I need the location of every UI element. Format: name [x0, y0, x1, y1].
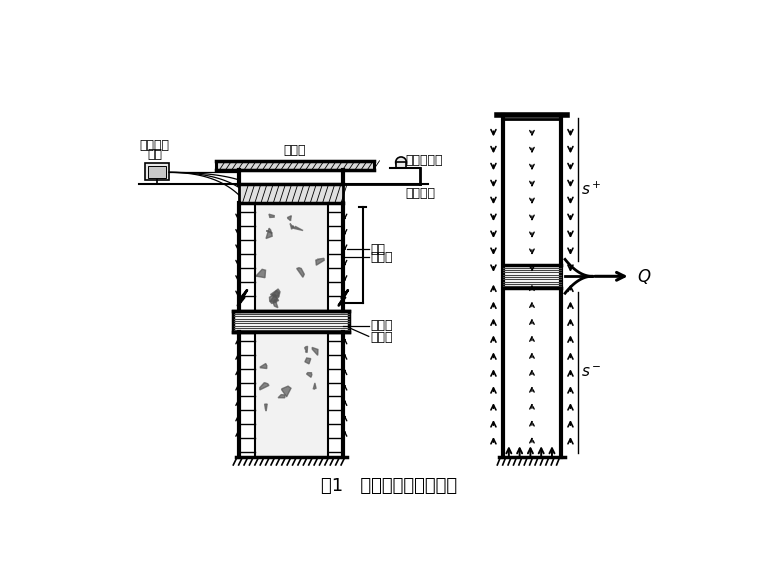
Bar — [239, 184, 344, 203]
Text: 位移传感器: 位移传感器 — [405, 154, 442, 168]
Polygon shape — [296, 268, 304, 277]
Circle shape — [396, 157, 407, 168]
Bar — [144, 163, 169, 180]
Polygon shape — [290, 223, 293, 229]
Polygon shape — [266, 228, 272, 238]
Bar — [147, 166, 166, 178]
Bar — [502, 264, 561, 288]
Polygon shape — [271, 289, 280, 296]
Text: $s^+$: $s^+$ — [581, 181, 602, 198]
Polygon shape — [305, 347, 308, 352]
Polygon shape — [266, 231, 272, 233]
Text: 保护管: 保护管 — [370, 319, 393, 332]
Bar — [255, 332, 328, 457]
Text: 油管: 油管 — [370, 243, 385, 256]
Bar — [255, 203, 328, 311]
Bar — [217, 161, 374, 170]
Polygon shape — [260, 383, 269, 390]
Polygon shape — [306, 373, 312, 377]
Polygon shape — [264, 404, 268, 411]
Bar — [233, 311, 350, 332]
Polygon shape — [282, 386, 291, 397]
Polygon shape — [269, 214, 274, 218]
Polygon shape — [313, 383, 316, 389]
Text: 位移杆: 位移杆 — [370, 251, 393, 263]
Text: 基准梁: 基准梁 — [283, 144, 306, 157]
Polygon shape — [278, 394, 285, 398]
Polygon shape — [305, 358, 311, 364]
Polygon shape — [287, 215, 291, 221]
Text: 系统: 系统 — [147, 148, 162, 161]
Bar — [397, 162, 406, 169]
Text: 数据采集: 数据采集 — [140, 139, 169, 152]
Polygon shape — [272, 291, 279, 298]
Polygon shape — [316, 258, 325, 265]
Polygon shape — [293, 226, 303, 230]
Text: 加载系统: 加载系统 — [405, 186, 435, 200]
Polygon shape — [260, 364, 267, 369]
Text: $Q$: $Q$ — [637, 267, 651, 286]
Polygon shape — [273, 299, 278, 308]
Polygon shape — [270, 295, 279, 302]
Polygon shape — [256, 269, 265, 278]
Polygon shape — [312, 348, 318, 355]
Polygon shape — [270, 295, 277, 303]
Text: 图1   桩基自平衡试验示意: 图1 桩基自平衡试验示意 — [321, 477, 458, 495]
Text: $s^-$: $s^-$ — [581, 365, 602, 380]
Text: 荷载箱: 荷载箱 — [370, 331, 393, 344]
